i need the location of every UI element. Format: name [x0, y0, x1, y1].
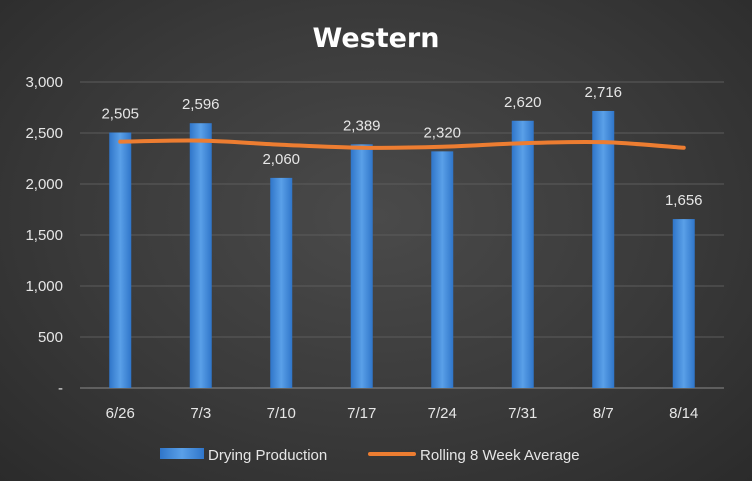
y-tick-label: 2,000: [25, 176, 63, 193]
y-tick-label: 500: [38, 329, 63, 346]
bar-data-label: 2,060: [262, 151, 300, 168]
bar: [350, 144, 373, 388]
data-labels: 2,505 2,596 2,060 2,389 2,320 2,620 2,716 1,656: [101, 84, 702, 209]
bar: [109, 132, 132, 388]
bar: [431, 151, 454, 388]
y-tick-label: 2,500: [25, 125, 63, 142]
bar-data-label: 2,505: [101, 105, 139, 122]
bar-data-label: 2,389: [343, 117, 381, 134]
line-series: [118, 138, 686, 150]
bar-series: [109, 110, 695, 388]
x-tick-label: 7/3: [190, 405, 211, 422]
y-tick-label: -: [58, 380, 63, 397]
legend-label-rolling-average: Rolling 8 Week Average: [420, 447, 580, 464]
y-tick-label: 3,000: [25, 74, 63, 91]
rolling-average-line: [118, 138, 686, 150]
bar: [592, 110, 615, 388]
bar: [189, 123, 212, 388]
x-tick-label: 8/14: [669, 405, 698, 422]
bar-data-label: 2,620: [504, 94, 542, 111]
bar-data-label: 1,656: [665, 192, 703, 209]
x-tick-label: 7/24: [428, 405, 457, 422]
legend: Drying Production Rolling 8 Week Average: [160, 447, 580, 464]
bar: [511, 120, 534, 388]
legend-swatch-drying-production: [160, 448, 204, 459]
y-tick-label: 1,500: [25, 227, 63, 244]
gridlines: [80, 81, 724, 389]
x-axis: 6/26 7/3 7/10 7/17 7/24 7/31 8/7 8/14: [106, 405, 699, 422]
chart-title: Western: [313, 23, 440, 54]
bar-data-label: 2,716: [584, 84, 622, 101]
x-tick-label: 7/10: [267, 405, 296, 422]
y-tick-label: 1,000: [25, 278, 63, 295]
x-tick-label: 8/7: [593, 405, 614, 422]
y-axis: - 500 1,000 1,500 2,000 2,500 3,000: [25, 74, 63, 397]
bar: [270, 177, 293, 388]
x-tick-label: 7/17: [347, 405, 376, 422]
bar: [672, 219, 695, 388]
bar-data-label: 2,596: [182, 96, 220, 113]
x-tick-label: 7/31: [508, 405, 537, 422]
legend-label-drying-production: Drying Production: [208, 447, 327, 464]
x-tick-label: 6/26: [106, 405, 135, 422]
bar-data-label: 2,320: [423, 124, 461, 141]
